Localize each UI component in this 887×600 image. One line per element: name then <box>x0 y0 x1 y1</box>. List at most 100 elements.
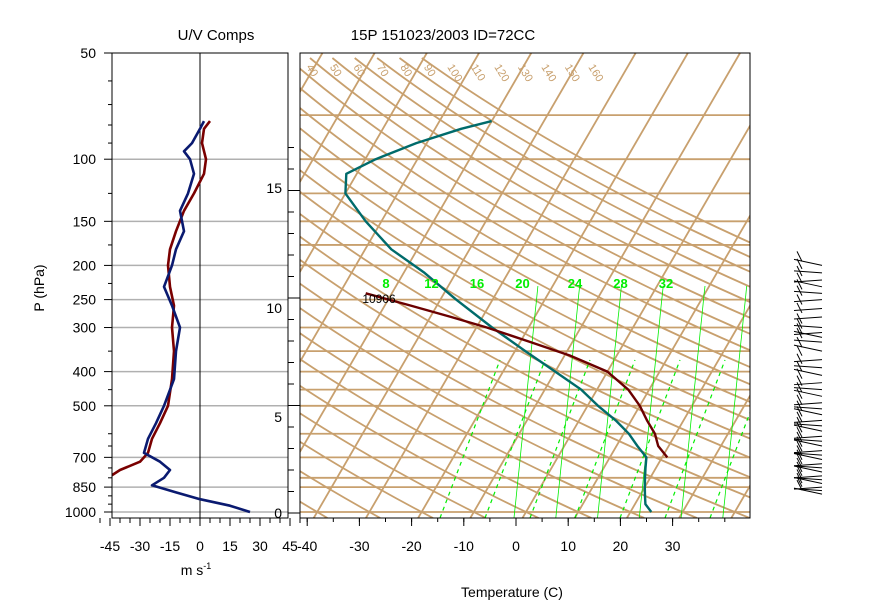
isotherm-label: 130 <box>515 62 535 84</box>
temperature-tick-label: -20 <box>401 538 421 554</box>
wind-barb-flag <box>796 323 803 334</box>
isotherm <box>469 53 741 518</box>
isotherm <box>300 53 324 94</box>
isotherm <box>0 53 114 518</box>
pressure-axis-label: P (hPa) <box>31 264 47 311</box>
dry-adiabat <box>309 57 750 319</box>
dry-adiabat <box>376 57 750 273</box>
wind-barb-flag <box>796 440 803 452</box>
uv-series-group <box>112 120 251 514</box>
wind-barb <box>793 344 823 352</box>
wind-barbs <box>793 251 823 495</box>
pressure-tick-label: 200 <box>73 257 97 273</box>
isotherm <box>730 483 750 518</box>
moist-adiabat <box>513 285 539 518</box>
moist-adiabat <box>680 285 706 518</box>
uv-x-tick-label: -30 <box>130 538 150 554</box>
uv-panel: U/V Comps 501001502002503004005007008501… <box>31 27 301 578</box>
pressure-tick-label: 500 <box>73 398 97 414</box>
wind-barb-flag <box>796 469 803 480</box>
isotherm-label: 150 <box>562 62 582 84</box>
isotherm <box>0 53 166 518</box>
isotherm <box>417 53 689 518</box>
wind-barb-flag <box>796 318 803 329</box>
wind-barb-flag <box>796 445 803 456</box>
wind-barb <box>793 387 823 391</box>
wind-barb-flag <box>796 336 803 348</box>
isotherm-label: 60 <box>350 62 367 79</box>
isotherm <box>678 393 750 518</box>
wind-barb-flag <box>796 285 803 296</box>
uv-x-axis-label: m s-1 <box>181 561 212 578</box>
wind-barb-flag <box>796 388 803 399</box>
wind-barb <box>793 290 823 294</box>
wind-barb <box>793 270 823 274</box>
wind-barb-flag <box>796 345 803 356</box>
wind-barb-flag <box>796 272 803 284</box>
temperature-tick-label: 0 <box>512 538 520 554</box>
dry-adiabat <box>300 86 750 352</box>
pressure-tick-label: 400 <box>73 364 97 380</box>
dry-adiabat <box>300 332 645 518</box>
skewt-frame <box>299 52 751 519</box>
wind-barb-flag <box>796 394 803 406</box>
wind-barb-flag <box>796 265 803 277</box>
skewt-panel: 15P 151023/2003 ID=72CC 40 50 60 70 80 90 100 1… <box>0 27 887 600</box>
skewt-series-dewpoint <box>344 119 653 513</box>
temperature-tick-label: 20 <box>613 538 629 554</box>
pressure-tick-label: 100 <box>73 151 97 167</box>
dry-adiabat <box>300 412 487 518</box>
wind-barb-flag <box>796 406 803 417</box>
wind-barb <box>793 332 823 336</box>
wind-barb <box>793 453 823 461</box>
uv-x-tick-label: 30 <box>252 538 268 554</box>
height-tick-label: 0 <box>274 505 282 521</box>
wind-barb <box>793 299 823 303</box>
isotherm <box>836 53 887 518</box>
wind-barb-flag <box>796 479 803 491</box>
isotherm-label: 40 <box>303 62 320 79</box>
temperature-axis-label: Temperature (C) <box>461 584 563 600</box>
pressure-tick-label: 850 <box>73 479 97 495</box>
uv-x-tick-label: 45 <box>282 538 298 554</box>
mixing-ratio-label: 8 <box>382 276 389 291</box>
isotherm-label: 70 <box>374 62 391 79</box>
moist-adiabat <box>765 286 789 518</box>
temperature-tick-label: -30 <box>349 538 369 554</box>
isotherm-label: 80 <box>397 62 414 79</box>
dry-adiabat <box>421 57 750 244</box>
dry-adiabat <box>300 440 434 518</box>
dry-adiabat <box>331 57 750 304</box>
wind-barb-flag <box>796 416 803 428</box>
moist-adiabat <box>722 285 748 518</box>
wind-barb <box>793 316 823 320</box>
isotherm <box>300 53 480 364</box>
wind-barb <box>793 359 823 363</box>
dry-adiabat <box>300 258 750 499</box>
mixing-ratio-label: 12 <box>424 276 438 291</box>
dry-adiabat <box>300 235 750 479</box>
wind-barb <box>793 308 823 312</box>
wind-barb <box>793 435 823 439</box>
height-tick-label: 15 <box>266 180 282 196</box>
mixing-ratio-line <box>529 359 591 518</box>
wind-barb-flag <box>796 449 803 461</box>
dry-adiabat <box>300 67 750 335</box>
temperature-axis: -40 -30 -20 -10 0 10 20 30 <box>297 518 726 554</box>
wind-barb-flag <box>796 327 803 339</box>
dry-adiabat <box>300 358 592 518</box>
wind-barb-flag <box>796 400 803 411</box>
uv-x-tick-label: -45 <box>100 538 120 554</box>
wind-barb-flag <box>796 382 803 393</box>
wind-barb <box>793 365 823 369</box>
isotherm-label: 120 <box>491 62 511 84</box>
wind-barb-flag <box>796 313 803 324</box>
pressure-tick-label: 150 <box>73 213 97 229</box>
isotherm <box>784 53 887 518</box>
isotherm-label: 50 <box>327 62 344 79</box>
uv-x-tick-label: 0 <box>196 538 204 554</box>
height-annotation: 10906 <box>362 292 396 306</box>
dry-adiabat <box>300 307 698 518</box>
moist-adiabat <box>638 285 664 518</box>
wind-barb <box>793 476 823 484</box>
